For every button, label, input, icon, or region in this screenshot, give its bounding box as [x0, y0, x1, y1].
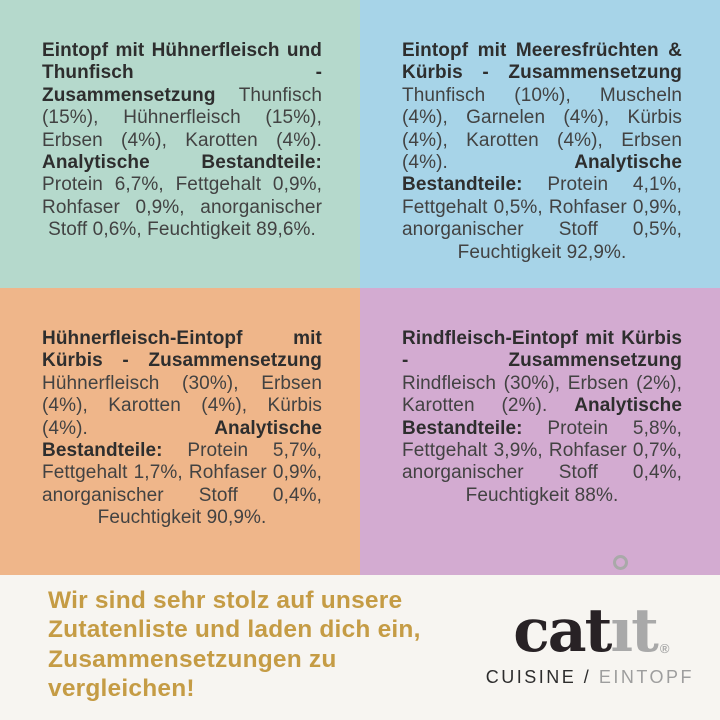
panel-analytical-values: Protein 4,1%, Fettgehalt 0,5%, Rohfaser …	[402, 174, 682, 263]
logo-it-text: ıt	[610, 596, 658, 666]
panel-text: Eintopf mit Hühnerfleisch und Thunfisch …	[42, 40, 322, 242]
panel-analytical-values: Protein 5,8%, Fettgehalt 3,9%, Rohfaser …	[402, 417, 682, 506]
panel-analytical-values: Protein 5,7%, Fettgehalt 1,7%, Rohfaser …	[42, 440, 322, 529]
panel-composition: Hühnerfleisch (30%), Erbsen (4%), Karott…	[42, 372, 322, 439]
panel-title: Eintopf mit Hühnerfleisch und Thunfisch …	[42, 40, 322, 106]
panel-title: Rindfleisch-Eintopf mit Kürbis - Zusamme…	[402, 328, 682, 372]
panel-analytical-values: Protein 6,7%, Fettgehalt 0,9%, Rohfaser …	[42, 174, 322, 241]
panel-beef-pumpkin-stew: Rindfleisch-Eintopf mit Kürbis - Zusamme…	[360, 288, 720, 575]
panel-analytical-label: Analytische Bestandteile:	[42, 417, 322, 462]
panel-analytical-label: Analytische Bestandteile:	[402, 395, 682, 439]
panel-title: Eintopf mit Meeresfrüchten & Kürbis - Zu…	[402, 40, 682, 84]
brand-logo: cat ıt ® CUISINE / EINTOPF	[486, 555, 694, 688]
panel-chicken-pumpkin-stew: Hühnerfleisch-Eintopf mit Kürbis - Zusam…	[0, 288, 360, 575]
panel-composition: Rindfleisch (30%), Erbsen (2%), Karotten…	[402, 372, 682, 417]
footer-bar: Wir sind sehr stolz auf unsere Zutatenli…	[0, 555, 720, 720]
i-ring-dot-icon	[613, 555, 629, 570]
brand-subtitle-cuisine: CUISINE /	[485, 667, 592, 687]
tagline-line-1: Wir sind sehr stolz auf unsere	[48, 586, 403, 614]
logo-cat-text: cat	[513, 596, 612, 666]
tagline-line-3: Zusammensetzungen zu vergleichen!	[48, 645, 337, 703]
panel-composition: Thunfisch (10%), Muscheln (4%), Garnelen…	[402, 84, 682, 174]
brand-subtitle: CUISINE / EINTOPF	[486, 667, 694, 688]
panel-analytical-label: Analytische Bestandteile:	[42, 152, 322, 174]
panel-chicken-tuna-stew: Eintopf mit Hühnerfleisch und Thunfisch …	[0, 0, 360, 288]
panel-analytical-label: Analytische Bestandteile:	[402, 152, 682, 196]
tagline-line-2: Zutatenliste und laden dich ein,	[48, 616, 421, 643]
tagline: Wir sind sehr stolz auf unsere Zutatenli…	[48, 586, 486, 704]
registered-trademark-icon: ®	[659, 641, 670, 656]
panel-composition: Thunfisch (15%), Hühnerfleisch (15%), Er…	[42, 84, 322, 151]
composition-grid: Eintopf mit Hühnerfleisch und Thunfisch …	[0, 0, 720, 575]
panel-seafood-pumpkin-stew: Eintopf mit Meeresfrüchten & Kürbis - Zu…	[360, 0, 720, 288]
panel-text: Rindfleisch-Eintopf mit Kürbis - Zusamme…	[402, 328, 682, 507]
panel-title: Hühnerfleisch-Eintopf mit Kürbis - Zusam…	[42, 328, 322, 372]
catit-logotype: cat ıt ®	[486, 555, 694, 661]
brand-subtitle-eintopf: EINTOPF	[598, 667, 694, 687]
panel-text: Hühnerfleisch-Eintopf mit Kürbis - Zusam…	[42, 328, 322, 530]
panel-text: Eintopf mit Meeresfrüchten & Kürbis - Zu…	[402, 40, 682, 264]
